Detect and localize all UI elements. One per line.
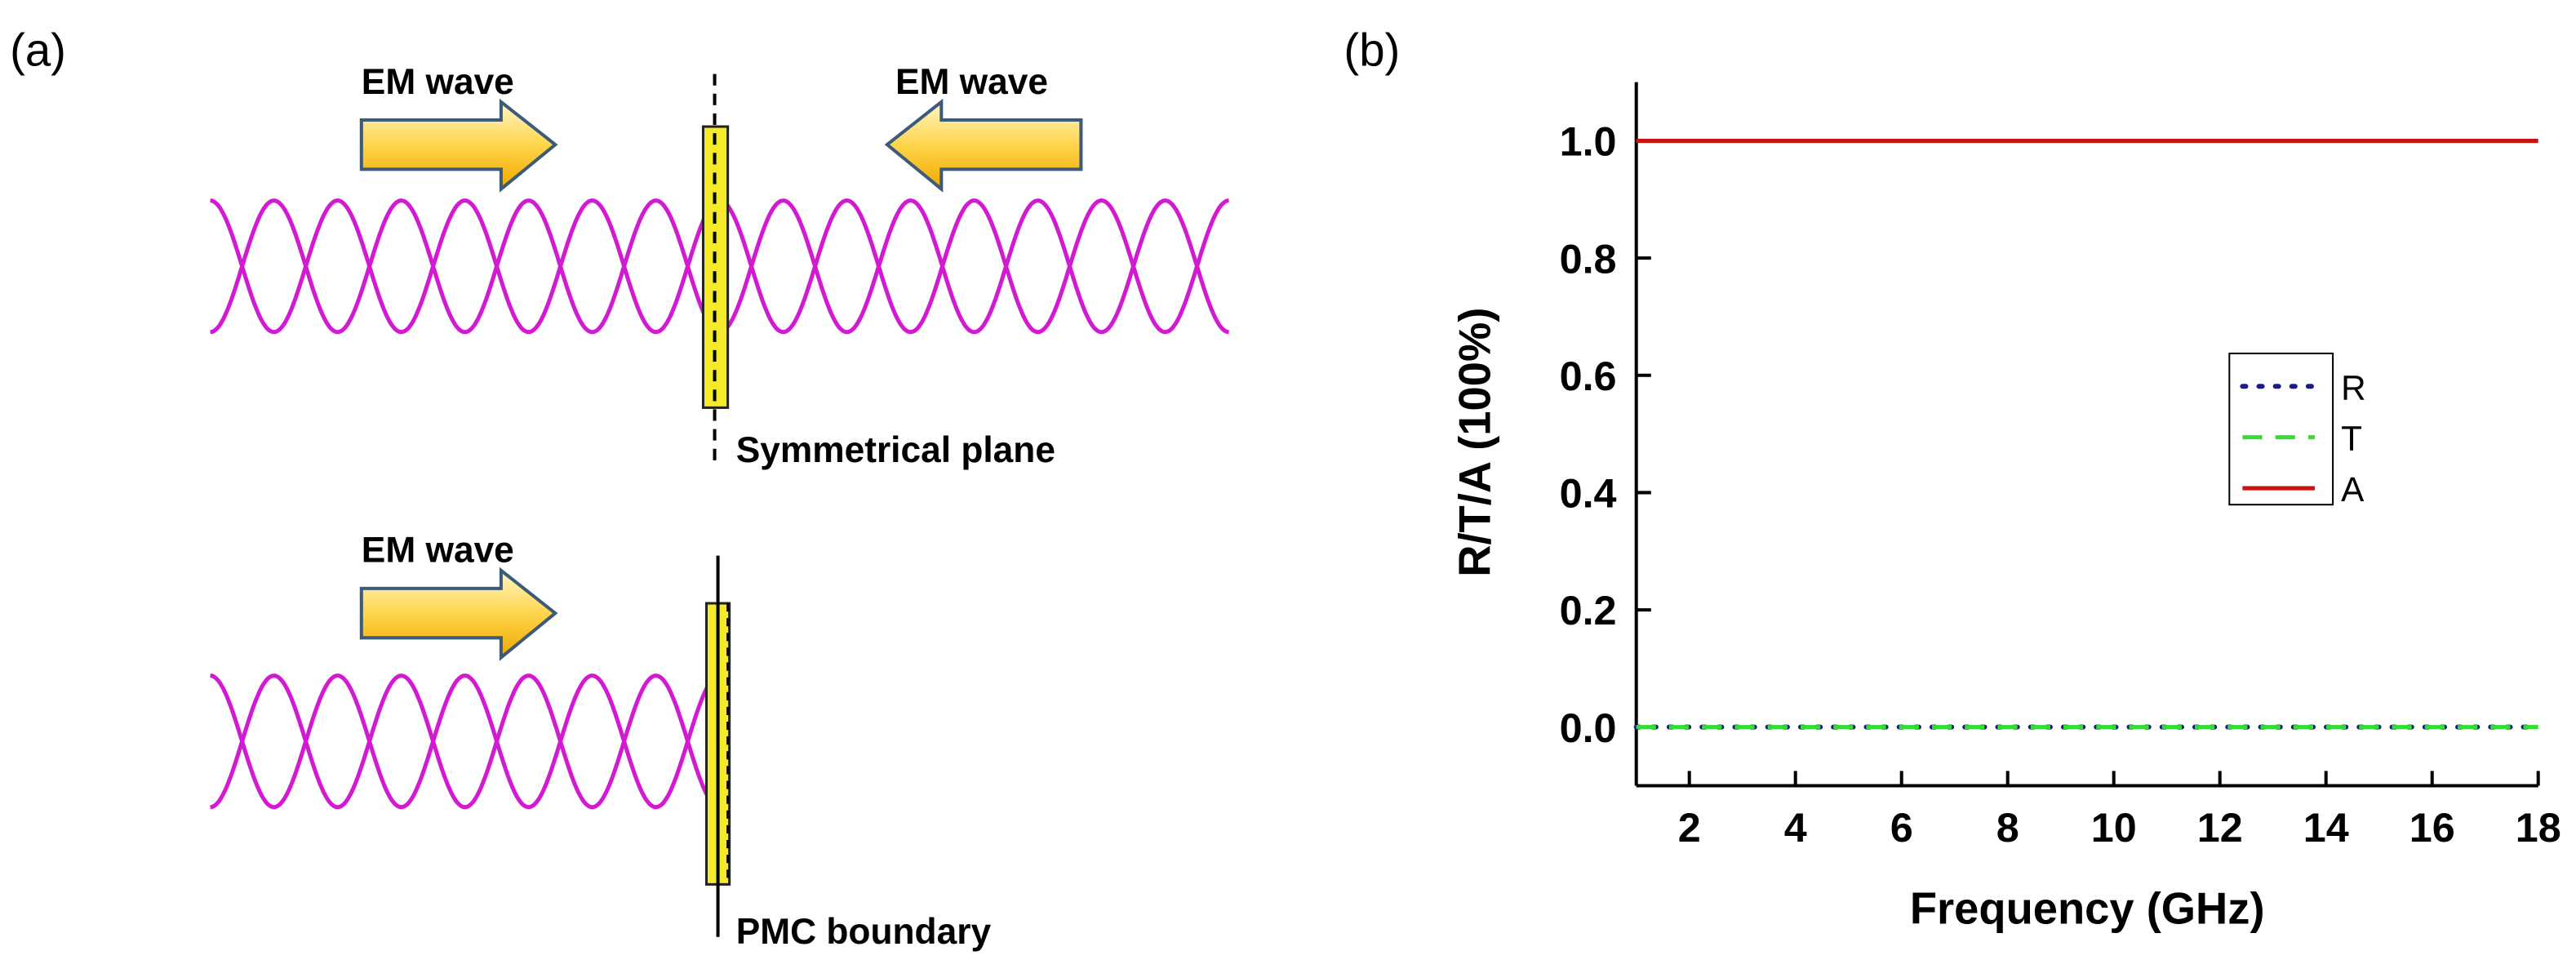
y-tick-label: 0.2 — [1560, 587, 1617, 633]
slab — [701, 125, 730, 409]
arrow — [359, 567, 558, 661]
y-tick-label: 0.0 — [1560, 704, 1617, 751]
arrow — [359, 98, 558, 193]
wave — [210, 673, 712, 810]
wave — [210, 673, 712, 810]
legend-label: R — [2341, 368, 2366, 407]
x-tick-label: 6 — [1890, 804, 1913, 851]
y-axis-label: R/T/A (100%) — [1450, 308, 1500, 577]
panel-label: (a) — [10, 24, 66, 76]
plane-label: Symmetrical plane — [736, 430, 1055, 470]
wave-label: EM wave — [362, 531, 514, 571]
wave-label: EM wave — [362, 62, 514, 102]
waves — [210, 673, 712, 810]
legend-label: T — [2341, 420, 2362, 458]
panel-label: (b) — [1344, 24, 1400, 76]
x-tick-label: 12 — [2197, 804, 2243, 851]
x-tick-label: 10 — [2091, 804, 2137, 851]
x-tick-label: 14 — [2303, 804, 2349, 851]
x-tick-label: 2 — [1678, 804, 1701, 851]
y-tick-label: 0.6 — [1560, 353, 1617, 399]
wave-label: EM wave — [895, 62, 1048, 102]
x-tick-label: 4 — [1784, 804, 1807, 851]
x-tick-label: 18 — [2516, 804, 2561, 851]
panel-b: (b) 0.0 0.2 0.4 0.6 0.8 1.0 2 4 6 8 10 12 14 16 18 Freq… — [1344, 24, 2560, 934]
x-axis-label: Frequency (GHz) — [1910, 884, 2265, 934]
legend-label: A — [2341, 470, 2365, 509]
x-tick-label: 8 — [1996, 804, 2019, 851]
arrow — [884, 98, 1083, 193]
plane-label: PMC boundary — [736, 912, 992, 952]
y-tick-label: 0.4 — [1560, 470, 1617, 517]
panel-a: (a) EM wave EM wave Symmetrical plane EM… — [10, 24, 1229, 952]
legend-box — [2228, 352, 2334, 506]
x-tick-label: 16 — [2409, 804, 2455, 851]
y-tick-label: 1.0 — [1560, 118, 1617, 165]
y-tick-label: 0.8 — [1560, 235, 1617, 282]
